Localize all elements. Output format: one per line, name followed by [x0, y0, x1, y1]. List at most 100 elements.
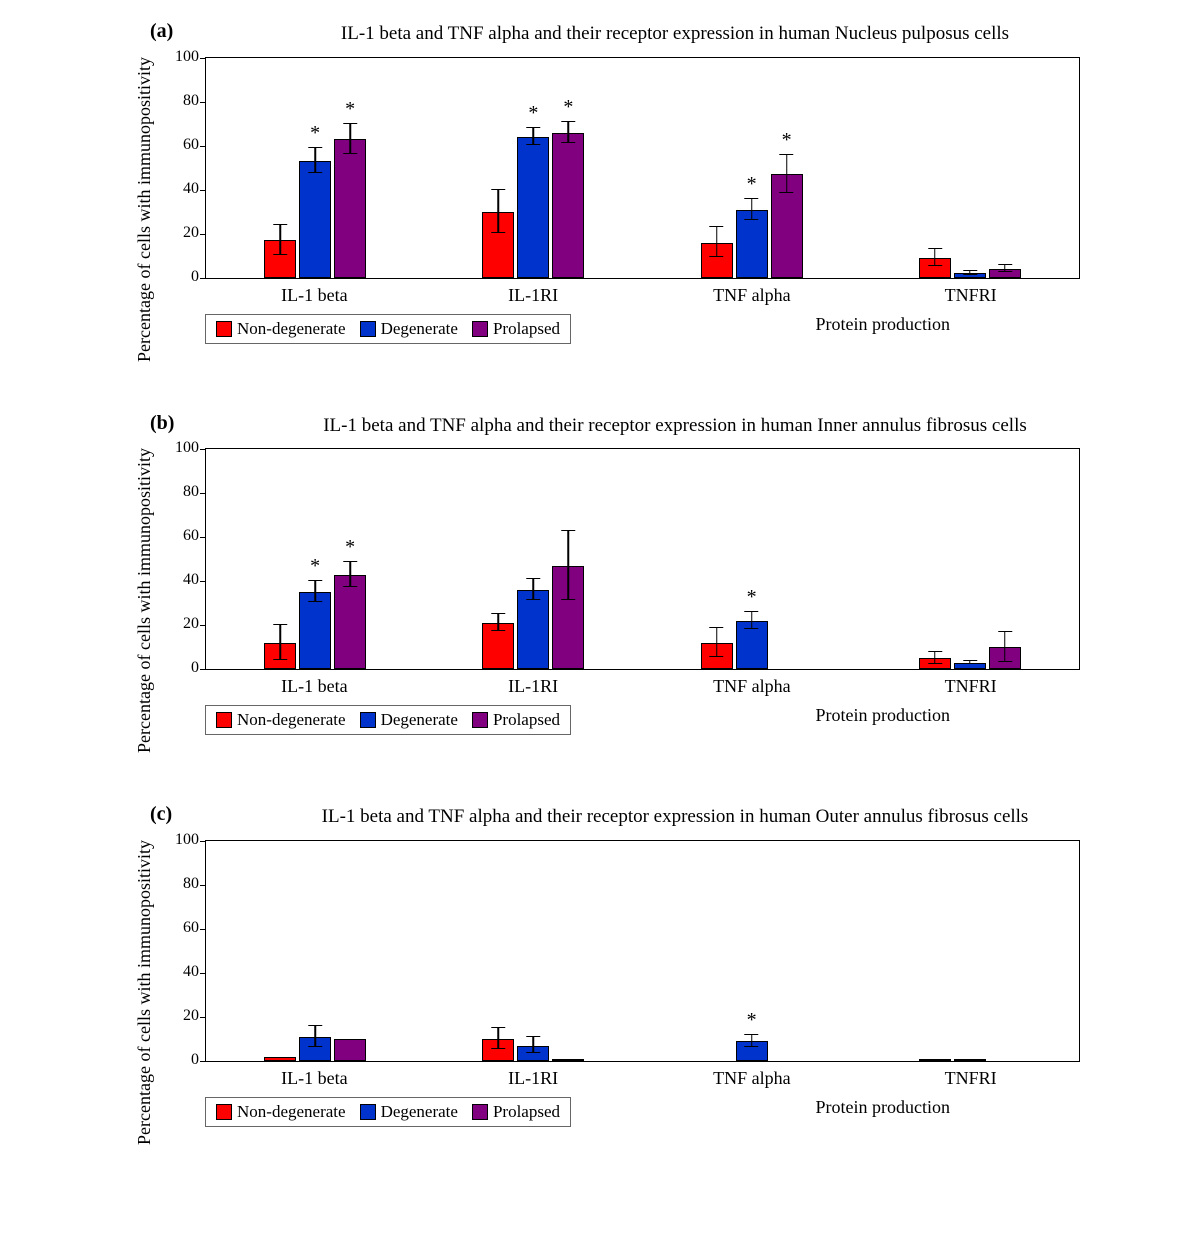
bar-group: **: [424, 58, 642, 278]
legend-label: Prolapsed: [493, 319, 560, 339]
x-tick-label: IL-1 beta: [205, 1068, 424, 1089]
error-bar: [533, 578, 535, 600]
error-bar: [314, 147, 316, 173]
y-axis-label: Percentage of cells with immunopositivit…: [130, 448, 159, 753]
x-tick-label: TNFRI: [861, 676, 1080, 697]
bar: [919, 658, 951, 669]
bar: [482, 212, 514, 278]
y-axis-label: Percentage of cells with immunopositivit…: [130, 840, 159, 1145]
error-bar: [969, 660, 971, 664]
legend-label: Non-degenerate: [237, 319, 346, 339]
x-tick-label: TNF alpha: [643, 285, 862, 306]
error-bar: [716, 627, 718, 658]
panel-tag: (c): [150, 803, 172, 826]
panel-tag: (a): [150, 20, 173, 43]
y-axis-label: Percentage of cells with immunopositivit…: [130, 57, 159, 362]
legend-swatch-icon: [216, 712, 232, 728]
bar: [701, 243, 733, 278]
legend-swatch-icon: [216, 1104, 232, 1120]
x-tick-label: IL-1 beta: [205, 676, 424, 697]
bar: [264, 240, 296, 277]
significance-star-icon: *: [782, 130, 792, 150]
x-tick-label: IL-1RI: [424, 1068, 643, 1089]
bar-group: [861, 58, 1079, 278]
x-axis-labels: IL-1 betaIL-1RITNF alphaTNFRI: [205, 285, 1080, 306]
x-tick-label: TNF alpha: [643, 676, 862, 697]
significance-star-icon: *: [747, 587, 757, 607]
legend: Non-degenerateDegenerateProlapsed: [205, 705, 571, 735]
plot-area: ******: [205, 57, 1080, 279]
bar-group: **: [643, 58, 861, 278]
error-bar: [1004, 631, 1006, 662]
bar: [264, 1057, 296, 1061]
bar: [299, 1037, 331, 1061]
bar: [954, 273, 986, 277]
x-tick-label: TNF alpha: [643, 1068, 862, 1089]
panel-title: IL-1 beta and TNF alpha and their recept…: [270, 412, 1080, 439]
legend-label: Non-degenerate: [237, 1102, 346, 1122]
error-bar: [934, 651, 936, 664]
legend-item: Degenerate: [360, 710, 458, 730]
error-bar: [279, 224, 281, 255]
error-bar: [349, 123, 351, 154]
bar: [919, 1059, 951, 1061]
x-tick-label: TNFRI: [861, 1068, 1080, 1089]
panel-title: IL-1 beta and TNF alpha and their recept…: [270, 803, 1080, 830]
bar: [334, 1039, 366, 1061]
significance-star-icon: *: [345, 99, 355, 119]
significance-star-icon: *: [563, 97, 573, 117]
bar: [482, 1039, 514, 1061]
legend-swatch-icon: [360, 712, 376, 728]
significance-star-icon: *: [345, 537, 355, 557]
legend-swatch-icon: [472, 1104, 488, 1120]
x-axis-labels: IL-1 betaIL-1RITNF alphaTNFRI: [205, 676, 1080, 697]
bar: [919, 258, 951, 278]
panel-tag: (b): [150, 412, 174, 435]
bar: *: [736, 1041, 768, 1061]
plot-area: *: [205, 840, 1080, 1062]
legend: Non-degenerateDegenerateProlapsed: [205, 1097, 571, 1127]
bar: [552, 1059, 584, 1061]
legend-item: Non-degenerate: [216, 710, 346, 730]
error-bar: [279, 624, 281, 659]
y-axis-ticks: 100806040200: [159, 840, 205, 1060]
error-bar: [533, 1036, 535, 1054]
error-bar: [314, 580, 316, 602]
legend-swatch-icon: [472, 712, 488, 728]
error-bar: [533, 127, 535, 145]
error-bar: [498, 1027, 500, 1049]
chart-panel: (c) IL-1 beta and TNF alpha and their rec…: [20, 803, 1180, 1145]
legend-label: Degenerate: [381, 710, 458, 730]
error-bar: [498, 613, 500, 631]
legend-item: Prolapsed: [472, 1102, 560, 1122]
x-tick-label: IL-1 beta: [205, 285, 424, 306]
legend-swatch-icon: [472, 321, 488, 337]
error-bar: [1004, 264, 1006, 273]
bar: *: [334, 575, 366, 670]
chart-panel: (a)IL-1 beta and TNF alpha and their rec…: [20, 20, 1180, 362]
error-bar: [349, 561, 351, 587]
error-bar: [751, 611, 753, 629]
error-bar: [498, 189, 500, 233]
x-axis-labels: IL-1 betaIL-1RITNF alphaTNFRI: [205, 1068, 1080, 1089]
error-bar: [314, 1025, 316, 1047]
bar: *: [736, 621, 768, 669]
bar-group: *: [643, 841, 861, 1061]
bar: [954, 1059, 986, 1061]
legend-label: Non-degenerate: [237, 710, 346, 730]
bar: [482, 623, 514, 669]
significance-star-icon: *: [528, 103, 538, 123]
bar-group: [206, 841, 424, 1061]
chart-panel: (b) IL-1 beta and TNF alpha and their rec…: [20, 412, 1180, 754]
significance-star-icon: *: [747, 174, 757, 194]
legend-swatch-icon: [360, 321, 376, 337]
bar: [989, 269, 1021, 278]
error-bar: [716, 226, 718, 257]
error-bar: [568, 121, 570, 143]
legend: Non-degenerate Degenerate Prolapsed: [205, 314, 571, 344]
bar: *: [771, 174, 803, 277]
bar: *: [299, 592, 331, 669]
bar: [954, 663, 986, 670]
legend-item: Degenerate: [360, 319, 458, 339]
x-tick-label: TNFRI: [861, 285, 1080, 306]
